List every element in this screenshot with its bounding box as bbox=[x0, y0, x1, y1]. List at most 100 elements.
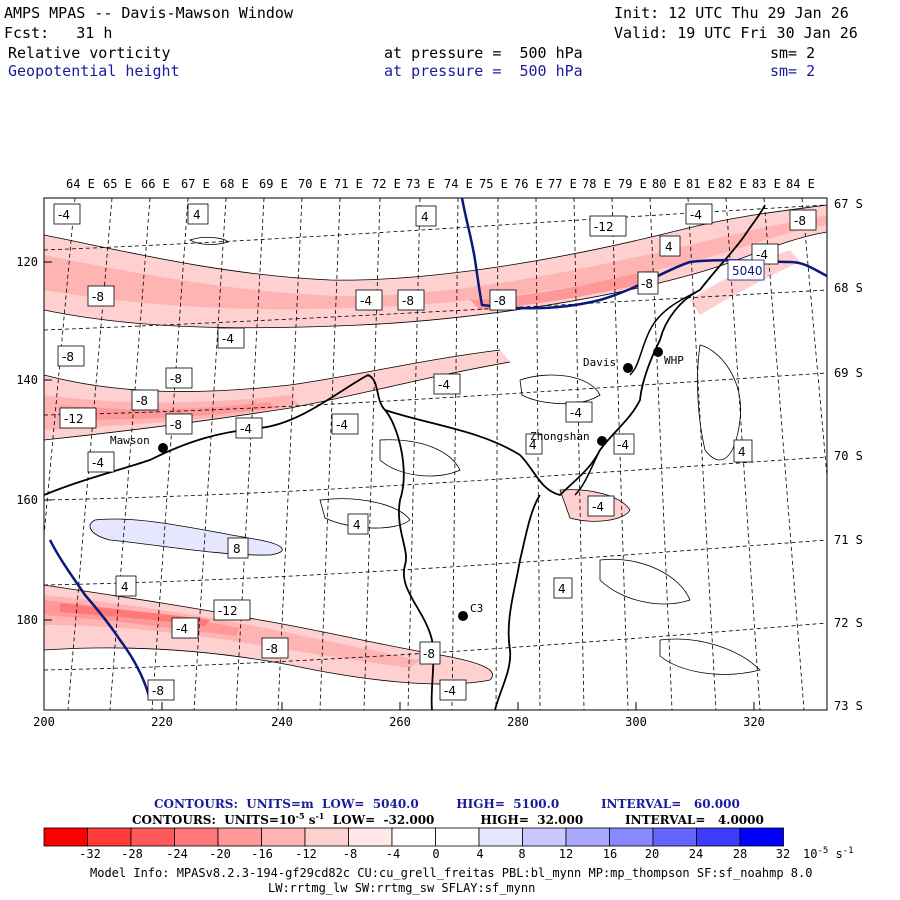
colorbar-swatch bbox=[739, 827, 784, 847]
x-tick-label: 280 bbox=[507, 715, 529, 729]
colorbar-tick: 8 bbox=[518, 847, 525, 861]
contour-label: 4 bbox=[115, 575, 137, 597]
forecast-hour: Fcst: 31 h bbox=[4, 24, 113, 42]
contour-label: 4 bbox=[553, 577, 573, 599]
contour-label: -4 bbox=[751, 243, 779, 265]
svg-text:-8: -8 bbox=[170, 372, 182, 386]
svg-text:4: 4 bbox=[665, 240, 673, 254]
colorbar-tick: -24 bbox=[166, 847, 188, 861]
svg-text:-8: -8 bbox=[641, 277, 653, 291]
contour-label: -8 bbox=[165, 413, 193, 435]
contour-label: 4 bbox=[733, 439, 753, 463]
contour-label: -4 bbox=[433, 373, 461, 395]
svg-text:-8: -8 bbox=[92, 290, 104, 304]
x-tick-label: 240 bbox=[271, 715, 293, 729]
colorbar-unit: 10-5 s-1 bbox=[803, 846, 854, 861]
colorbar bbox=[43, 827, 784, 847]
svg-text:4: 4 bbox=[121, 580, 129, 594]
colorbar-swatch bbox=[696, 827, 741, 847]
right-latitude-labels: 67 S 68 S 69 S 70 S 71 S 72 S 73 S bbox=[834, 197, 863, 713]
svg-text:10-5 s-1: 10-5 s-1 bbox=[803, 846, 854, 861]
contour-label: -8 bbox=[637, 271, 659, 295]
colorbar-tick: -32 bbox=[79, 847, 101, 861]
contour-label: -4 bbox=[685, 203, 713, 225]
contour-label: -8 bbox=[419, 641, 441, 665]
field1-smoothing: sm= 2 bbox=[770, 44, 816, 62]
contour-label: -4 bbox=[217, 327, 245, 349]
colorbar-swatch bbox=[174, 827, 219, 847]
colorbar-tick: 28 bbox=[733, 847, 747, 861]
colorbar-swatch bbox=[522, 827, 567, 847]
colorbar-swatch bbox=[130, 827, 175, 847]
contour-label: 4 bbox=[415, 205, 437, 227]
svg-text:4: 4 bbox=[558, 582, 566, 596]
y-tick-label: 160 bbox=[16, 493, 38, 507]
x-tick-label: 200 bbox=[33, 715, 55, 729]
contour-label: -8 bbox=[489, 289, 517, 311]
lat-label: 71 S bbox=[834, 533, 863, 547]
contour-label: 4 bbox=[659, 235, 681, 257]
station-label: C3 bbox=[470, 602, 483, 615]
colorbar-tick: 24 bbox=[689, 847, 703, 861]
model-info-physics: LW:rrtmg_lw SW:rrtmg_sw SFLAY:sf_mynn bbox=[268, 881, 536, 895]
svg-text:-4: -4 bbox=[444, 684, 456, 698]
contour-label: -4 bbox=[439, 679, 467, 701]
colorbar-swatch bbox=[435, 827, 480, 847]
svg-text:-4: -4 bbox=[438, 378, 450, 392]
svg-text:-12: -12 bbox=[218, 604, 238, 618]
svg-text:-8: -8 bbox=[402, 294, 414, 308]
colorbar-swatch bbox=[348, 827, 393, 847]
contour-label: -8 bbox=[131, 389, 159, 411]
lat-label: 68 S bbox=[834, 281, 863, 295]
contour-label: -4 bbox=[171, 617, 199, 639]
lon-label: 77 E bbox=[548, 177, 577, 191]
colorbar-swatch bbox=[43, 827, 88, 847]
lon-label: 79 E bbox=[618, 177, 647, 191]
colorbar-tick: -4 bbox=[386, 847, 400, 861]
contour-label: -12 bbox=[213, 599, 251, 621]
lat-label: 72 S bbox=[834, 616, 863, 630]
height-contour-legend: CONTOURS: UNITS=m LOW= 5040.0 HIGH= 5100… bbox=[154, 797, 740, 811]
lon-label: 78 E bbox=[582, 177, 611, 191]
colorbar-tick: -20 bbox=[209, 847, 231, 861]
model-info: Model Info: MPASv8.2.3-194-gf29cd82c CU:… bbox=[90, 866, 813, 880]
svg-text:-4: -4 bbox=[690, 208, 702, 222]
colorbar-tick: 16 bbox=[603, 847, 617, 861]
y-tick-label: 120 bbox=[16, 255, 38, 269]
station-label: Mawson bbox=[110, 434, 150, 447]
x-tick-label: 300 bbox=[625, 715, 647, 729]
colorbar-tick: 20 bbox=[645, 847, 659, 861]
contour-label: 4 bbox=[347, 513, 369, 535]
colorbar-tick: 0 bbox=[432, 847, 439, 861]
colorbar-swatch bbox=[261, 827, 306, 847]
svg-text:-8: -8 bbox=[494, 294, 506, 308]
lon-label: 71 E bbox=[334, 177, 363, 191]
contour-label: -8 bbox=[789, 209, 817, 231]
station-label: Zhongshan bbox=[530, 430, 590, 443]
lon-label: 73 E bbox=[406, 177, 435, 191]
bottom-x-labels: 200 220 240 260 280 300 320 bbox=[33, 715, 765, 729]
contour-label: -8 bbox=[397, 289, 425, 311]
field2-smoothing: sm= 2 bbox=[770, 62, 816, 80]
lon-label: 75 E bbox=[479, 177, 508, 191]
contour-label: 4 bbox=[187, 203, 209, 225]
svg-text:8: 8 bbox=[233, 542, 241, 556]
vorticity-shading bbox=[44, 198, 827, 710]
colorbar-ticks: -32 -28 -24 -20 -16 -12 -8 -4 0 4 8 12 1… bbox=[79, 847, 790, 861]
station-marker bbox=[597, 436, 607, 446]
x-tick-label: 320 bbox=[743, 715, 765, 729]
contour-label: -4 bbox=[87, 451, 115, 473]
lon-label: 65 E bbox=[103, 177, 132, 191]
lon-label: 68 E bbox=[220, 177, 249, 191]
x-tick-label: 260 bbox=[389, 715, 411, 729]
svg-text:4: 4 bbox=[353, 518, 361, 532]
lon-label: 67 E bbox=[181, 177, 210, 191]
lat-label: 70 S bbox=[834, 449, 863, 463]
contour-label: -4 bbox=[587, 495, 615, 517]
svg-text:-12: -12 bbox=[594, 220, 614, 234]
lon-label: 70 E bbox=[298, 177, 327, 191]
station-label: WHP bbox=[664, 354, 684, 367]
svg-text:-4: -4 bbox=[336, 418, 348, 432]
lon-label: 83 E bbox=[752, 177, 781, 191]
